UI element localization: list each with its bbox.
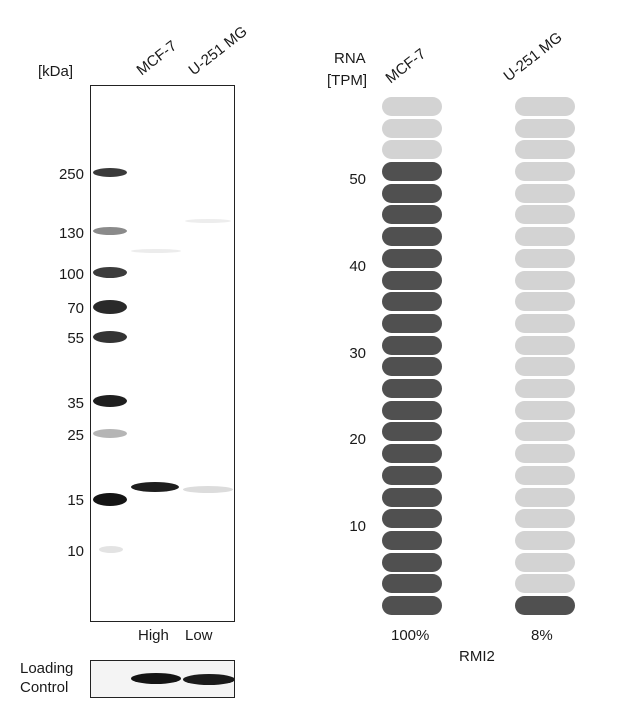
mw-label-55: 55 bbox=[67, 330, 84, 347]
rna-pill bbox=[382, 444, 442, 464]
rna-y-tick-10: 10 bbox=[349, 518, 366, 536]
rna-pill bbox=[382, 574, 442, 594]
rna-axis-title-line1: RNA bbox=[334, 50, 366, 67]
rna-pill bbox=[515, 379, 575, 398]
rna-pill bbox=[382, 400, 442, 420]
rna-pill bbox=[515, 552, 575, 572]
western-blot-image bbox=[90, 85, 235, 622]
rna-pill bbox=[515, 530, 575, 550]
rna-pill bbox=[515, 205, 575, 225]
rna-percent-u251mg: 8% bbox=[531, 627, 553, 644]
mw-label-35: 35 bbox=[67, 395, 84, 412]
ladder-band-130 bbox=[93, 227, 127, 235]
rna-pill bbox=[515, 422, 575, 442]
rna-y-tick-20: 20 bbox=[349, 431, 366, 449]
sample-band-mcf7 bbox=[131, 482, 179, 492]
rna-pill bbox=[382, 162, 442, 181]
mw-label-15: 15 bbox=[67, 492, 84, 509]
mw-label-100: 100 bbox=[58, 266, 84, 283]
rna-y-tick-50: 50 bbox=[349, 171, 366, 188]
rna-pill bbox=[382, 487, 442, 507]
loading-control-label-line1: Loading bbox=[20, 660, 74, 677]
rna-pill bbox=[382, 552, 442, 572]
loading-band-mcf7 bbox=[131, 673, 181, 684]
faint-band-mcf7-high bbox=[131, 249, 181, 253]
ladder-band-100 bbox=[93, 267, 127, 278]
rna-pill bbox=[382, 379, 442, 398]
rna-pill bbox=[515, 335, 575, 355]
rna-pill bbox=[515, 313, 575, 333]
rna-pill bbox=[382, 530, 442, 550]
mw-label-130: 130 bbox=[58, 225, 84, 242]
rna-pill bbox=[515, 444, 575, 464]
ladder-band-55 bbox=[93, 331, 127, 343]
rna-pill bbox=[382, 422, 442, 442]
gene-name-label: RMI2 bbox=[459, 648, 495, 665]
rna-column-label-u251mg: U-251 MG bbox=[500, 29, 566, 86]
rna-pill bbox=[515, 400, 575, 420]
rna-pill bbox=[382, 596, 442, 615]
mw-label-10: 10 bbox=[67, 543, 84, 560]
rna-percent-mcf7: 100% bbox=[391, 627, 430, 644]
rna-pill bbox=[515, 487, 575, 507]
rna-pill bbox=[382, 335, 442, 355]
rna-pill bbox=[382, 248, 442, 268]
rna-y-tick-40: 40 bbox=[349, 257, 366, 275]
rna-pill bbox=[382, 183, 442, 203]
lane-label-mcf7: MCF-7 bbox=[133, 37, 181, 79]
kda-unit-label: [kDa] bbox=[38, 63, 74, 80]
rna-pill bbox=[515, 509, 575, 529]
mw-label-250: 250 bbox=[58, 166, 84, 183]
rna-pill bbox=[382, 96, 442, 116]
rna-pill bbox=[382, 205, 442, 225]
rna-column-label-mcf7: MCF-7 bbox=[382, 45, 430, 87]
ladder-band-10 bbox=[99, 546, 123, 553]
rna-pill bbox=[515, 248, 575, 268]
mw-label-25: 25 bbox=[67, 427, 84, 444]
ladder-band-15 bbox=[93, 493, 127, 506]
rna-pill bbox=[382, 509, 442, 529]
rna-pill bbox=[515, 96, 575, 116]
rna-pill bbox=[515, 140, 575, 160]
ladder-band-250 bbox=[93, 168, 127, 177]
rna-pill bbox=[382, 270, 442, 290]
sample-band-u251mg bbox=[183, 486, 233, 493]
ladder-band-35 bbox=[93, 395, 127, 407]
rna-y-tick-30: 30 bbox=[349, 344, 366, 362]
expression-label-high: High bbox=[138, 627, 169, 644]
rna-pill bbox=[382, 465, 442, 485]
rna-pill bbox=[382, 357, 442, 377]
loading-band-u251mg bbox=[183, 674, 234, 685]
rna-pill bbox=[515, 118, 575, 138]
rna-pill bbox=[515, 292, 575, 312]
rna-pill bbox=[515, 183, 575, 203]
rna-pill bbox=[515, 270, 575, 290]
loading-control-label-line2: Control bbox=[20, 679, 69, 696]
rna-pill bbox=[515, 465, 575, 485]
rna-pill bbox=[515, 357, 575, 377]
faint-band-u251-high bbox=[185, 219, 231, 223]
mw-label-70: 70 bbox=[67, 300, 84, 317]
rna-pill bbox=[515, 596, 575, 615]
rna-pill bbox=[515, 162, 575, 181]
lane-label-u251mg: U-251 MG bbox=[185, 23, 251, 80]
rna-axis-title-line2: [TPM] bbox=[327, 72, 367, 89]
rna-pill bbox=[382, 313, 442, 333]
rna-pill bbox=[515, 574, 575, 594]
expression-label-low: Low bbox=[185, 627, 213, 644]
loading-control-blot bbox=[90, 660, 235, 698]
rna-pill bbox=[382, 292, 442, 312]
rna-pill bbox=[515, 227, 575, 247]
rna-pill bbox=[382, 140, 442, 160]
ladder-band-25 bbox=[93, 429, 127, 438]
ladder-band-70 bbox=[93, 300, 127, 314]
rna-pill bbox=[382, 227, 442, 247]
rna-pill bbox=[382, 118, 442, 138]
